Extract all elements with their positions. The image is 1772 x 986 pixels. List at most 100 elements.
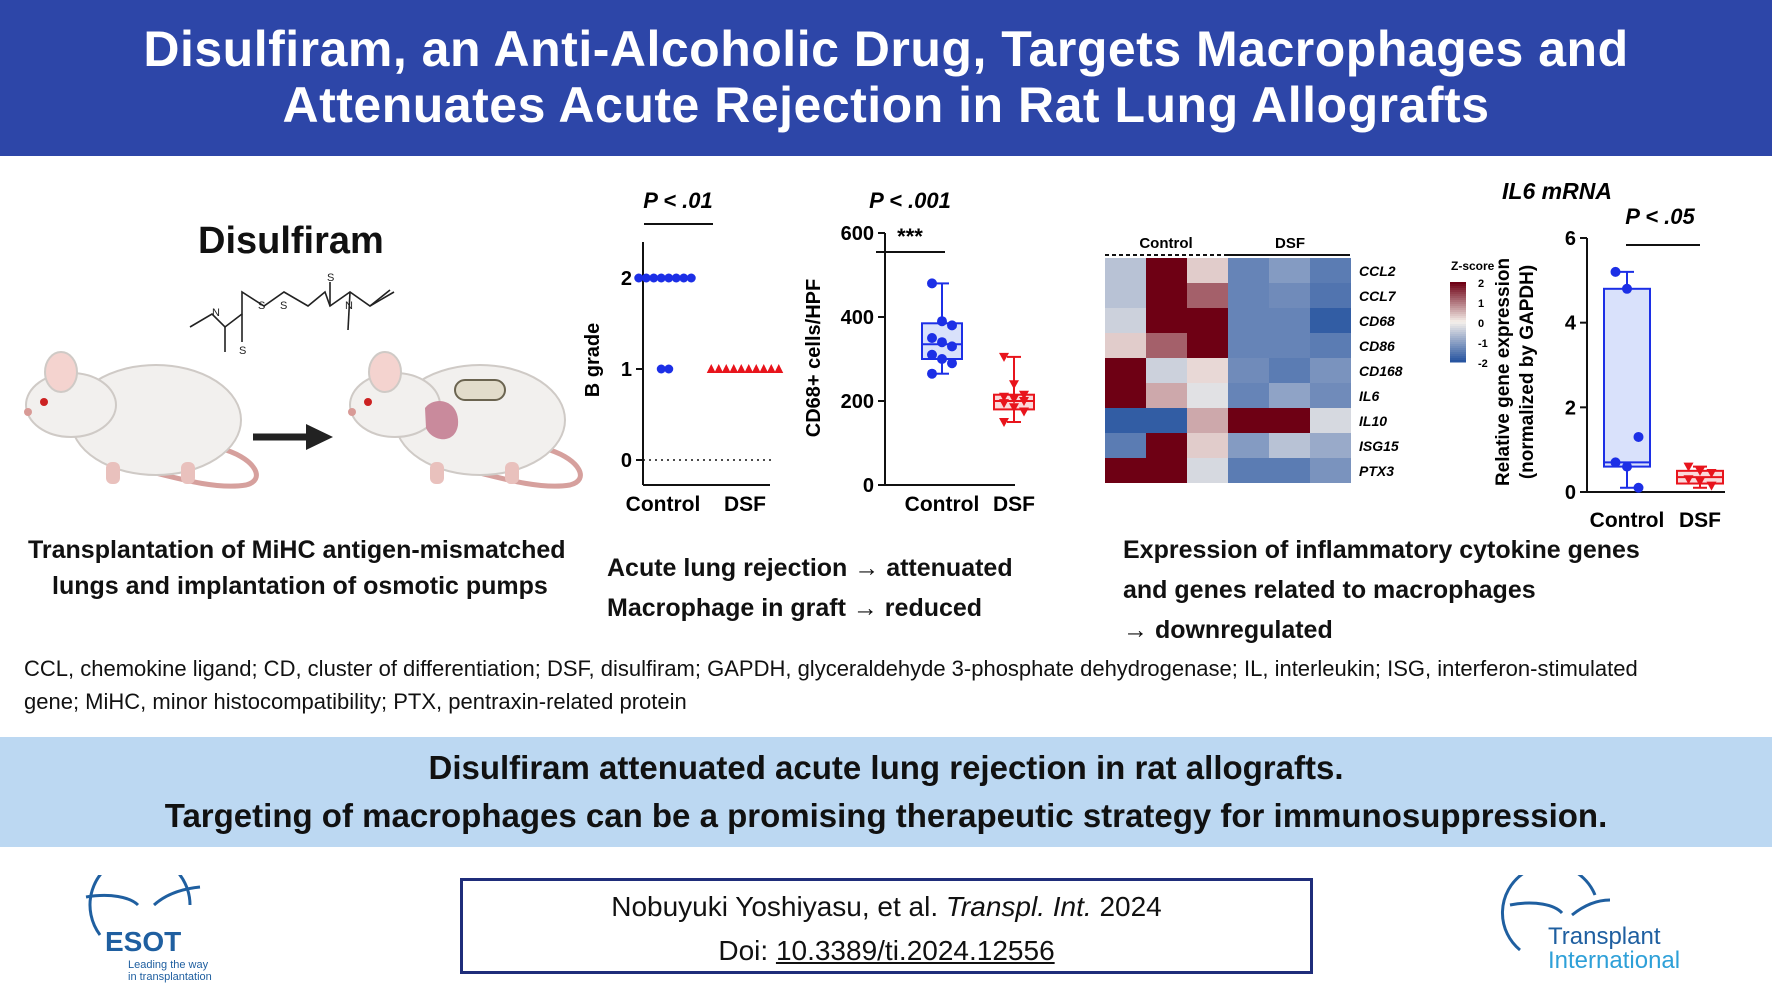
panel3-caption-line-2: and genes related to macrophages xyxy=(1123,576,1536,604)
heatmap-cell xyxy=(1187,383,1228,408)
heatmap-cell xyxy=(1187,308,1228,333)
atom-s-3: S xyxy=(239,345,246,357)
citation-doi-link[interactable]: 10.3389/ti.2024.12556 xyxy=(775,935,1055,966)
legend-swatch xyxy=(1450,358,1466,361)
data-point xyxy=(656,364,666,374)
data-point xyxy=(1695,466,1705,476)
legend-swatch xyxy=(1450,318,1466,321)
data-point xyxy=(1610,266,1621,277)
heatmap-cell xyxy=(1310,358,1351,383)
heatmap-cell xyxy=(1187,333,1228,358)
heatmap-cell xyxy=(1310,458,1351,483)
cd68-stars: *** xyxy=(897,224,923,249)
legend-swatch xyxy=(1450,322,1466,325)
heatmap-group-control: Control xyxy=(1139,235,1192,252)
y-tick-label: 0 xyxy=(1565,482,1576,504)
data-point xyxy=(774,364,784,373)
data-point xyxy=(937,354,947,364)
heatmap-cell xyxy=(1105,358,1146,383)
heatmap-cell xyxy=(1269,433,1310,458)
data-point xyxy=(664,273,674,283)
data-point xyxy=(1706,468,1717,478)
legend-swatch xyxy=(1450,284,1466,287)
cd68-chart: P < .001 *** CD68+ cells/HPF 0200400600 … xyxy=(803,188,1035,516)
data-point xyxy=(1695,477,1705,487)
data-point xyxy=(1622,283,1632,294)
y-tick-label: 6 xyxy=(1565,228,1576,250)
abbreviations-line-2: gene; MiHC, minor histocompatibility; PT… xyxy=(24,689,687,714)
heatmap-cell xyxy=(1269,358,1310,383)
legend-swatch xyxy=(1450,356,1466,359)
panel3-caption-line-1: Expression of inflammatory cytokine gene… xyxy=(1123,536,1640,564)
arrow-right-icon xyxy=(253,424,333,450)
atom-n-2: N xyxy=(345,300,353,312)
data-point xyxy=(927,368,937,379)
journal-logo-line-1: Transplant xyxy=(1548,923,1661,950)
heatmap-cell xyxy=(1228,258,1269,283)
data-point xyxy=(714,364,724,373)
y-tick-label: 1 xyxy=(621,359,632,381)
heatmap-cell xyxy=(1269,408,1310,433)
data-point xyxy=(999,418,1009,427)
box xyxy=(1603,287,1651,468)
data-point xyxy=(1009,394,1019,404)
data-point xyxy=(686,273,696,283)
data-point xyxy=(1622,461,1632,472)
heatmap-cell xyxy=(1105,308,1146,333)
heatmap-cell xyxy=(1228,408,1269,433)
legend-swatch xyxy=(1450,332,1466,335)
heatmap-legend-title: Z-score xyxy=(1451,259,1495,273)
data-point xyxy=(947,320,957,331)
heatmap-cell xyxy=(1269,458,1310,483)
data-point xyxy=(1009,403,1019,413)
heatmap-cell xyxy=(1228,283,1269,308)
data-point xyxy=(947,358,957,369)
esot-logo-name: ESOT xyxy=(105,926,181,957)
data-point xyxy=(1009,380,1019,390)
y-tick-label: 200 xyxy=(841,391,874,413)
heatmap-row-label: CD86 xyxy=(1359,338,1395,354)
data-point xyxy=(641,273,651,283)
legend-swatch xyxy=(1450,338,1466,341)
heatmap-cell xyxy=(1228,333,1269,358)
legend-swatch xyxy=(1450,326,1466,329)
heatmap-row-label: CD168 xyxy=(1359,363,1403,379)
legend-swatch xyxy=(1450,360,1466,363)
legend-swatch xyxy=(1450,348,1466,351)
bgrade-significance: P < .01 xyxy=(643,188,713,213)
esot-logo: ESOT Leading the way in transplantation xyxy=(85,875,212,983)
data-point xyxy=(1019,397,1029,406)
heatmap-cell xyxy=(1269,383,1310,408)
atom-s-2: S xyxy=(280,300,287,312)
data-point xyxy=(1019,407,1029,417)
legend-swatch xyxy=(1450,286,1466,289)
data-point xyxy=(999,392,1009,402)
citation-line-2: Doi: 10.3389/ti.2024.12556 xyxy=(463,935,1310,967)
data-point xyxy=(937,316,947,327)
data-point xyxy=(649,273,659,283)
legend-swatch xyxy=(1450,334,1466,337)
heatmap-row-label: ISG15 xyxy=(1359,438,1399,454)
panel3-caption-line-3: → downregulated xyxy=(1123,616,1333,644)
bgrade-x-label-control: Control xyxy=(626,493,701,516)
title-line-1: Disulfiram, an Anti-Alcoholic Drug, Targ… xyxy=(143,21,1629,77)
legend-swatch xyxy=(1450,294,1466,297)
legend-swatch xyxy=(1450,328,1466,331)
il6-y-axis-label-2: (normalized by GAPDH) xyxy=(1517,265,1538,479)
heatmap-cell xyxy=(1310,408,1351,433)
rat-with-pump-icon xyxy=(348,351,583,489)
data-point xyxy=(1610,457,1621,468)
heatmap-cell xyxy=(1105,433,1146,458)
y-tick-label: 2 xyxy=(621,268,632,290)
heatmap-row-label: IL6 xyxy=(1359,388,1379,404)
citation-box: Nobuyuki Yoshiyasu, et al. Transpl. Int.… xyxy=(460,878,1313,974)
heatmap-cell xyxy=(1187,258,1228,283)
y-tick-label: 0 xyxy=(863,475,874,497)
heatmap-cell xyxy=(1310,283,1351,308)
heatmap-chart: Control DSF CCL2 CCL7 CD68 CD86 CD168 IL6 IL10… xyxy=(1105,235,1495,483)
legend-swatch xyxy=(1450,336,1466,339)
legend-swatch xyxy=(1450,300,1466,303)
data-point xyxy=(937,337,947,348)
heatmap-cell xyxy=(1146,258,1187,283)
legend-swatch xyxy=(1450,292,1466,295)
